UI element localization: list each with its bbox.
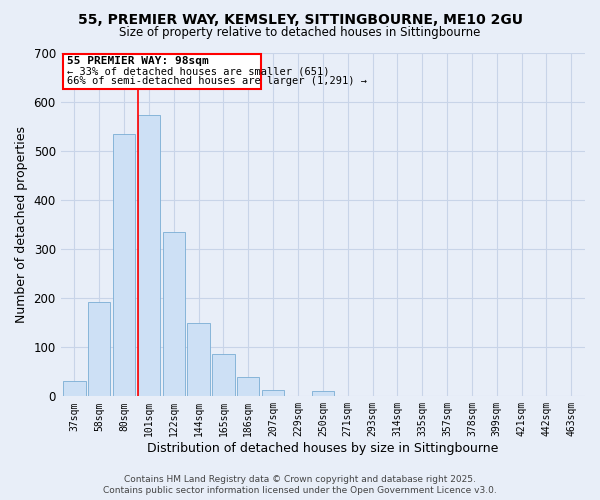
Bar: [138, 115, 160, 396]
Text: 55 PREMIER WAY: 98sqm: 55 PREMIER WAY: 98sqm: [67, 56, 209, 66]
Bar: [262, 390, 284, 396]
Text: 55, PREMIER WAY, KEMSLEY, SITTINGBOURNE, ME10 2GU: 55, PREMIER WAY, KEMSLEY, SITTINGBOURNE,…: [77, 12, 523, 26]
Bar: [212, 354, 235, 397]
Text: Size of property relative to detached houses in Sittingbourne: Size of property relative to detached ho…: [119, 26, 481, 39]
Bar: [237, 376, 259, 396]
Bar: [163, 232, 185, 396]
X-axis label: Distribution of detached houses by size in Sittingbourne: Distribution of detached houses by size …: [147, 442, 499, 455]
Bar: [63, 380, 86, 396]
Bar: [113, 134, 135, 396]
Bar: [88, 302, 110, 396]
Text: Contains HM Land Registry data © Crown copyright and database right 2025.: Contains HM Land Registry data © Crown c…: [124, 475, 476, 484]
Bar: [187, 322, 210, 396]
Text: Contains public sector information licensed under the Open Government Licence v3: Contains public sector information licen…: [103, 486, 497, 495]
Text: 66% of semi-detached houses are larger (1,291) →: 66% of semi-detached houses are larger (…: [67, 76, 367, 86]
FancyBboxPatch shape: [63, 54, 261, 90]
Y-axis label: Number of detached properties: Number of detached properties: [15, 126, 28, 323]
Text: ← 33% of detached houses are smaller (651): ← 33% of detached houses are smaller (65…: [67, 66, 329, 76]
Bar: [311, 392, 334, 396]
